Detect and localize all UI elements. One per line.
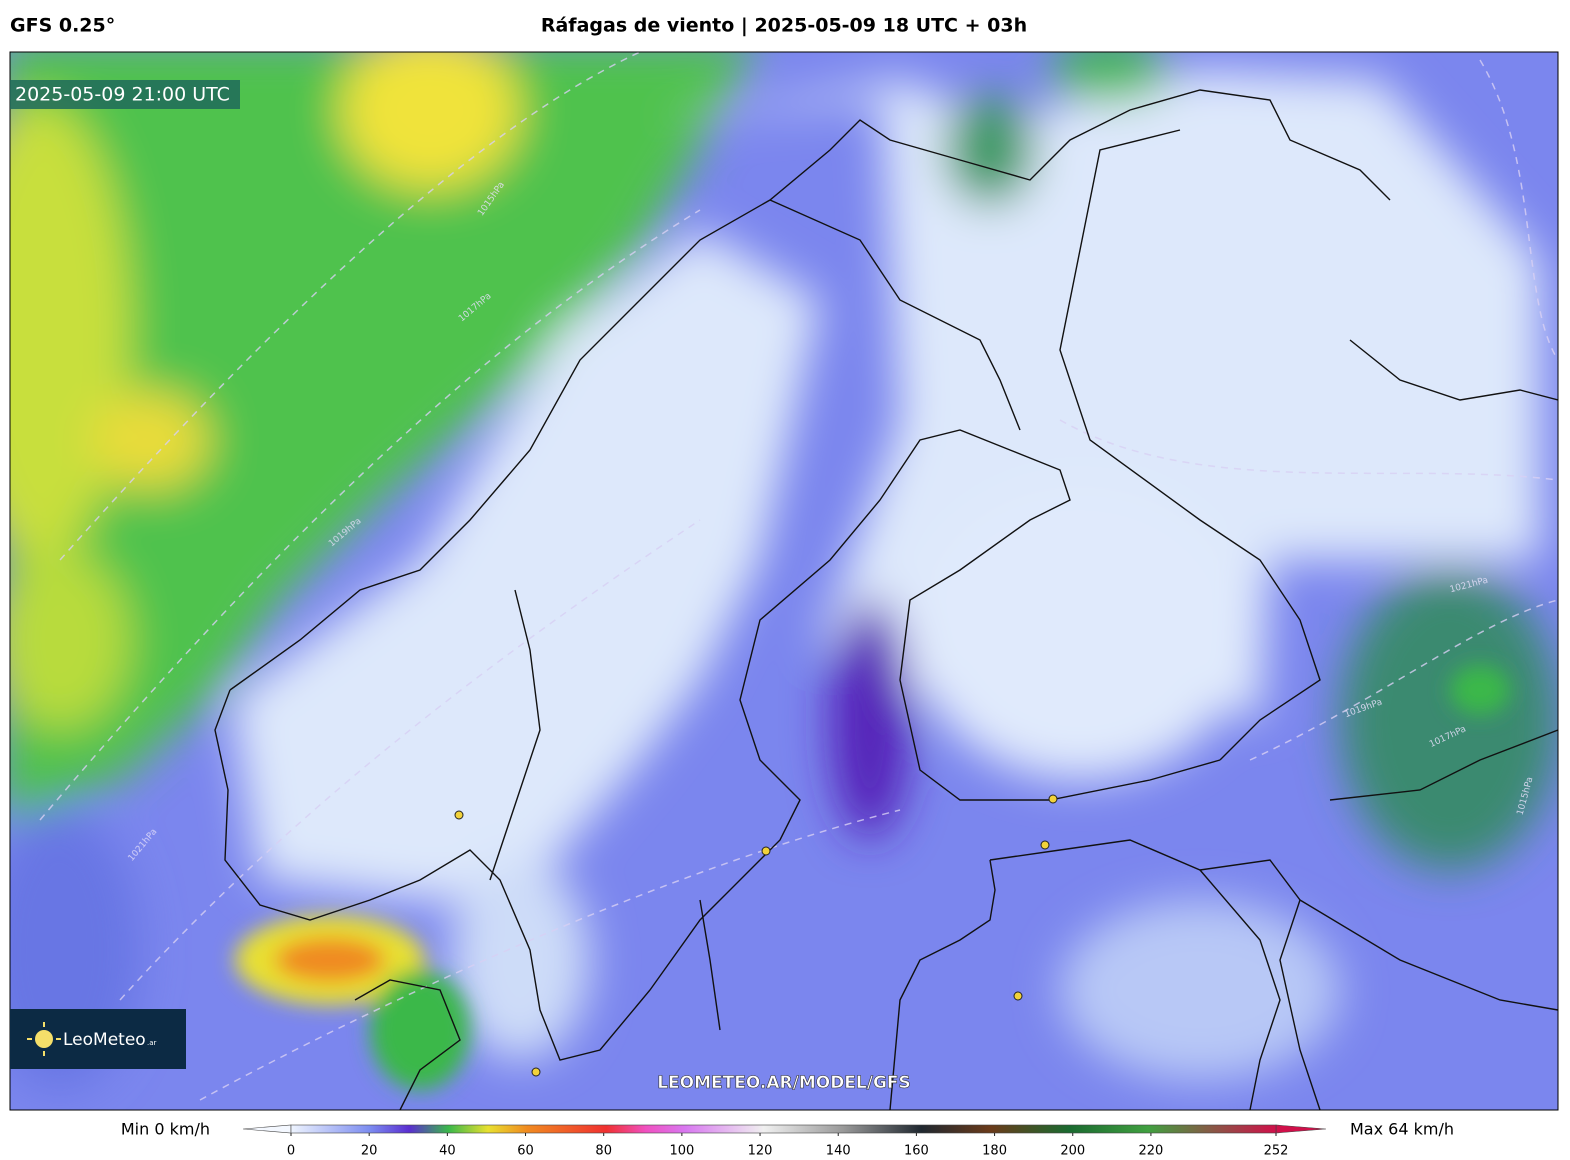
colorbar-max-end bbox=[1275, 1124, 1327, 1134]
logo-suffix: .ar bbox=[147, 1039, 157, 1047]
legend-max: Max 64 km/h bbox=[1350, 1120, 1454, 1139]
valid-time: 2025-05-09 21:00 UTC bbox=[15, 84, 230, 106]
watermark: LEOMETEO.AR/MODEL/GFS bbox=[657, 1073, 911, 1093]
coastlines bbox=[214, 89, 1558, 1110]
colorbar-tick-label: 120 bbox=[748, 1144, 773, 1159]
map-title: Ráfagas de viento | 2025-05-09 18 UTC + … bbox=[541, 15, 1027, 37]
colorbar-tick-label: 180 bbox=[982, 1144, 1007, 1159]
colorbar-tick-label: 200 bbox=[1060, 1144, 1085, 1159]
colorbar-tick-label: 80 bbox=[595, 1144, 612, 1159]
colorbar-tick-label: 160 bbox=[904, 1144, 929, 1159]
legend-min: Min 0 km/h bbox=[121, 1120, 210, 1139]
logo-name: LeoMeteo bbox=[63, 1030, 146, 1050]
colorbar-tick-label: 220 bbox=[1139, 1144, 1164, 1159]
colorbar-gradient bbox=[290, 1124, 1277, 1134]
colorbar-tick-label: 252 bbox=[1264, 1144, 1289, 1159]
colorbar-tick-label: 140 bbox=[826, 1144, 851, 1159]
colorbar-tick-label: 0 bbox=[287, 1144, 295, 1159]
colorbar: 0 20 40 60 80 100 120 140 160 180 200 220 252 bbox=[242, 1124, 1327, 1159]
colorbar-tick-label: 20 bbox=[361, 1144, 378, 1159]
colorbar-tick-label: 60 bbox=[517, 1144, 534, 1159]
wind-field: 1015hPa1017hPa1019hPa1021hPa1021hPa1019h… bbox=[10, 52, 1558, 1110]
colorbar-tick-label: 40 bbox=[439, 1144, 456, 1159]
colorbar-tick-label: 100 bbox=[669, 1144, 694, 1159]
colorbar-min-end bbox=[242, 1124, 292, 1134]
model-label: GFS 0.25° bbox=[10, 15, 115, 37]
